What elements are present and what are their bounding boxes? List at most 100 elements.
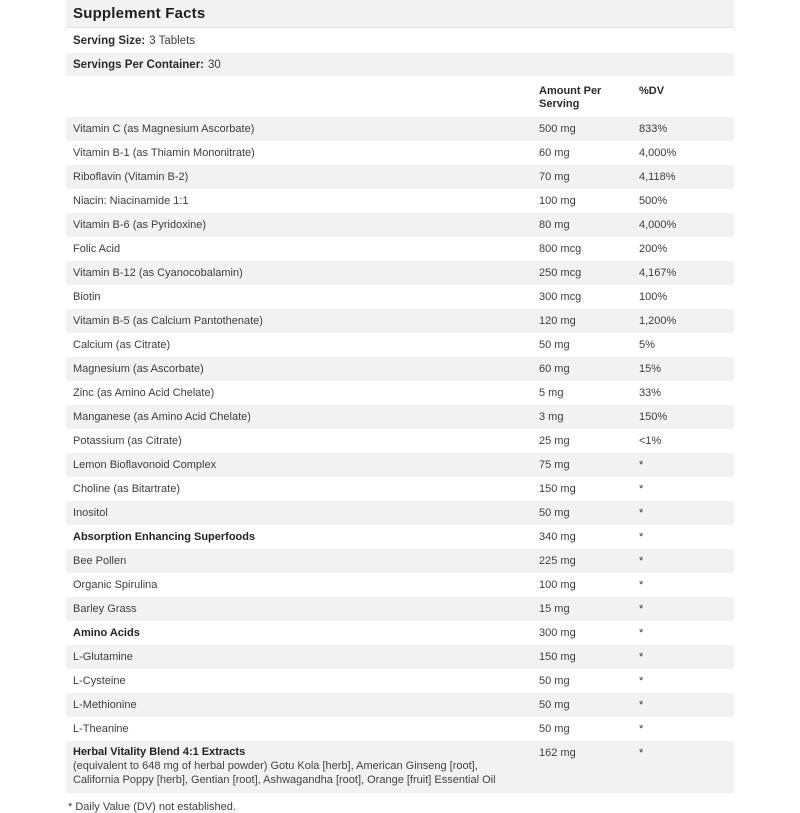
- ingredient-amount: 50 mg: [539, 675, 570, 687]
- ingredient-dv: 833%: [639, 123, 668, 135]
- ingredient-row: Inositol 50 mg *: [66, 501, 734, 525]
- ingredient-row: Bee Pollen 225 mg *: [66, 549, 734, 573]
- ingredient-dv: *: [639, 603, 644, 615]
- ingredient-dv: 1,200%: [639, 315, 677, 327]
- facts-title: Supplement Facts: [66, 0, 734, 28]
- ingredient-dv: *: [639, 723, 644, 735]
- ingredient-dv: *: [639, 675, 644, 687]
- ingredient-row: L-Methionine 50 mg *: [66, 693, 734, 717]
- ingredient-name: Niacin: Niacinamide 1:1: [73, 195, 189, 207]
- ingredient-dv: 4,000%: [639, 147, 677, 159]
- ingredient-row: Vitamin B-6 (as Pyridoxine) 80 mg 4,000%: [66, 213, 734, 237]
- serving-size-label: Serving Size:: [73, 34, 146, 47]
- ingredient-amount: 15 mg: [539, 603, 570, 615]
- ingredient-name: Folic Acid: [73, 243, 121, 255]
- ingredient-name: L-Cysteine: [73, 675, 126, 687]
- ingredient-name: Magnesium (as Ascorbate): [73, 363, 204, 375]
- ingredient-name: Vitamin B-12 (as Cyanocobalamin): [73, 267, 243, 279]
- servings-per-container-row: Servings Per Container: 30: [66, 53, 734, 76]
- ingredient-row: Magnesium (as Ascorbate) 60 mg 15%: [66, 357, 734, 381]
- serving-size-row: Serving Size: 3 Tablets: [66, 28, 734, 53]
- ingredient-amount: 150 mg: [539, 483, 576, 495]
- ingredient-row: Calcium (as Citrate) 50 mg 5%: [66, 333, 734, 357]
- ingredient-name: Absorption Enhancing Superfoods: [73, 531, 256, 543]
- ingredient-row: Lemon Bioflavonoid Complex 75 mg *: [66, 453, 734, 477]
- ingredient-row: Vitamin C (as Magnesium Ascorbate) 500 mg…: [66, 117, 734, 141]
- ingredient-row: Niacin: Niacinamide 1:1 100 mg 500%: [66, 189, 734, 213]
- ingredient-name: Zinc (as Amino Acid Chelate): [73, 387, 215, 399]
- ingredient-row: Choline (as Bitartrate) 150 mg *: [66, 477, 734, 501]
- ingredient-amount: 5 mg: [539, 387, 564, 399]
- ingredient-row: Zinc (as Amino Acid Chelate) 5 mg 33%: [66, 381, 734, 405]
- ingredient-dv: *: [639, 531, 644, 543]
- ingredient-amount: 100 mg: [539, 579, 576, 591]
- ingredient-row: Absorption Enhancing Superfoods 340 mg *: [66, 525, 734, 549]
- ingredient-name: Potassium (as Citrate): [73, 435, 182, 447]
- ingredient-dv: *: [639, 627, 644, 639]
- ingredient-dv: 5%: [639, 339, 655, 351]
- ingredient-amount: 300 mcg: [539, 291, 582, 303]
- facts-rows: Vitamin C (as Magnesium Ascorbate) 500 mg…: [66, 117, 734, 793]
- supplement-facts-card: Supplement Facts Serving Size: 3 Tablets…: [66, 0, 734, 813]
- ingredient-name: Vitamin B-6 (as Pyridoxine): [73, 219, 207, 231]
- ingredient-row: L-Cysteine 50 mg *: [66, 669, 734, 693]
- ingredient-row: Biotin 300 mcg 100%: [66, 285, 734, 309]
- ingredient-name: Vitamin B-5 (as Calcium Pantothenate): [73, 315, 263, 327]
- ingredient-row: Potassium (as Citrate) 25 mg <1%: [66, 429, 734, 453]
- ingredient-amount: 60 mg: [539, 147, 570, 159]
- ingredient-name: L-Methionine: [73, 699, 137, 711]
- ingredient-amount: 800 mcg: [539, 243, 582, 255]
- ingredient-amount: 150 mg: [539, 651, 576, 663]
- ingredient-dv: 200%: [639, 243, 668, 255]
- ingredient-amount: 250 mcg: [539, 267, 582, 279]
- ingredient-name: Barley Grass: [73, 603, 137, 615]
- ingredient-amount: 25 mg: [539, 435, 570, 447]
- ingredient-dv: 500%: [639, 195, 668, 207]
- ingredient-dv: <1%: [639, 435, 662, 447]
- ingredient-amount: 162 mg: [539, 747, 576, 759]
- ingredient-name: Bee Pollen: [73, 555, 127, 567]
- amount-column-header: Amount Per Serving: [539, 85, 602, 110]
- ingredient-row: Manganese (as Amino Acid Chelate) 3 mg 150…: [66, 405, 734, 429]
- ingredient-name: Choline (as Bitartrate): [73, 483, 180, 495]
- ingredient-dv: *: [639, 459, 644, 471]
- serving-size-value: 3 Tablets: [149, 34, 196, 47]
- ingredient-row: Vitamin B-12 (as Cyanocobalamin) 250 mcg 4…: [66, 261, 734, 285]
- ingredient-name: Vitamin B-1 (as Thiamin Mononitrate): [73, 147, 255, 159]
- ingredient-amount: 100 mg: [539, 195, 576, 207]
- ingredient-dv: *: [639, 747, 644, 759]
- ingredient-row: Folic Acid 800 mcg 200%: [66, 237, 734, 261]
- ingredient-amount: 75 mg: [539, 459, 570, 471]
- ingredient-amount: 340 mg: [539, 531, 576, 543]
- ingredient-name: L-Glutamine: [73, 651, 133, 663]
- servings-per-container-label: Servings Per Container:: [73, 58, 205, 71]
- ingredient-dv: 4,000%: [639, 219, 677, 231]
- ingredient-description: (equivalent to 648 mg of herbal powder) …: [73, 760, 496, 786]
- ingredient-dv: *: [639, 699, 644, 711]
- ingredient-row: Riboflavin (Vitamin B-2) 70 mg 4,118%: [66, 165, 734, 189]
- ingredient-dv: *: [639, 579, 644, 591]
- ingredient-dv: 150%: [639, 411, 668, 423]
- ingredient-row: Amino Acids 300 mg *: [66, 621, 734, 645]
- ingredient-amount: 50 mg: [539, 507, 570, 519]
- ingredient-name: Amino Acids: [73, 627, 140, 639]
- ingredient-amount: 80 mg: [539, 219, 570, 231]
- ingredient-amount: 60 mg: [539, 363, 570, 375]
- ingredient-name: L-Theanine: [73, 723, 129, 735]
- ingredient-dv: 15%: [639, 363, 662, 375]
- ingredient-amount: 120 mg: [539, 315, 576, 327]
- ingredient-row: Barley Grass 15 mg *: [66, 597, 734, 621]
- ingredient-dv: *: [639, 555, 644, 567]
- ingredient-row: Vitamin B-1 (as Thiamin Mononitrate) 60 m…: [66, 141, 734, 165]
- column-header-row: Amount Per Serving %DV: [66, 76, 734, 117]
- ingredient-row: L-Theanine 50 mg *: [66, 717, 734, 741]
- ingredient-amount: 50 mg: [539, 339, 570, 351]
- ingredient-name: Manganese (as Amino Acid Chelate): [73, 411, 251, 423]
- ingredient-amount: 50 mg: [539, 699, 570, 711]
- dv-footnote: * Daily Value (DV) not established.: [68, 801, 236, 813]
- ingredient-dv: *: [639, 507, 644, 519]
- ingredient-dv: 33%: [639, 387, 662, 399]
- ingredient-row: L-Glutamine 150 mg *: [66, 645, 734, 669]
- ingredient-name: Lemon Bioflavonoid Complex: [73, 459, 217, 471]
- ingredient-name: Inositol: [73, 507, 108, 519]
